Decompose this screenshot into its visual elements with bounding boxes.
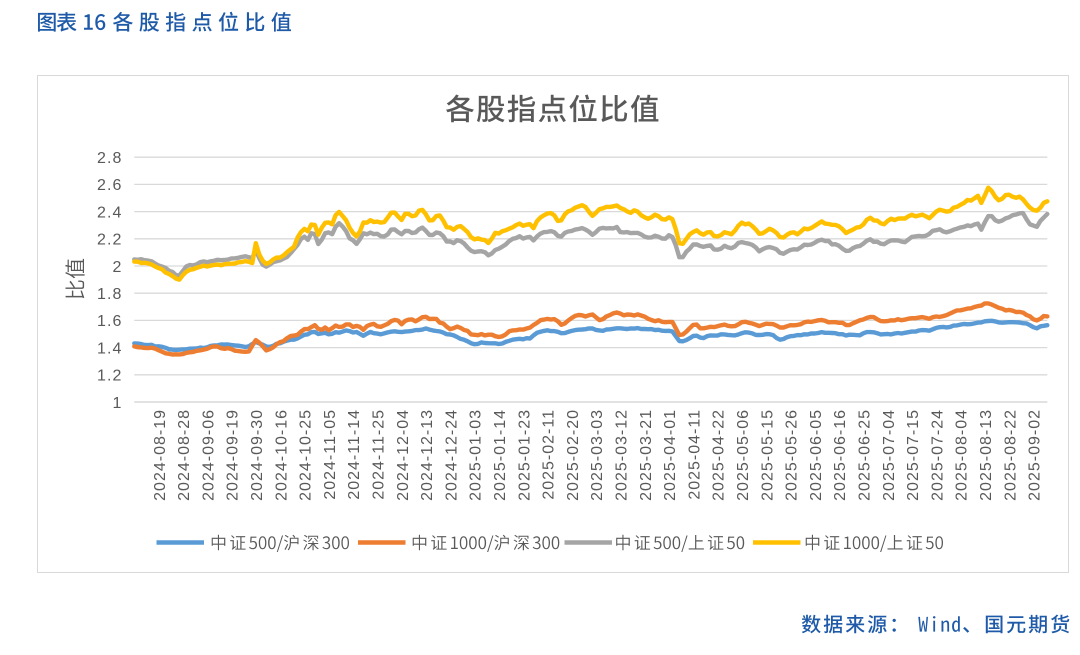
- svg-text:2025-07-04: 2025-07-04: [881, 409, 898, 501]
- svg-text:2024-09-19: 2024-09-19: [225, 409, 242, 501]
- svg-text:2: 2: [113, 259, 123, 276]
- svg-text:2025-05-26: 2025-05-26: [784, 409, 801, 501]
- svg-text:2025-08-13: 2025-08-13: [978, 409, 995, 501]
- svg-text:2025-08-04: 2025-08-04: [954, 409, 971, 501]
- svg-text:2025-04-22: 2025-04-22: [711, 409, 728, 501]
- svg-text:2025-03-03: 2025-03-03: [589, 409, 606, 501]
- svg-text:2024-12-24: 2024-12-24: [443, 409, 460, 501]
- svg-text:2024-09-30: 2024-09-30: [249, 409, 266, 501]
- svg-text:2024-11-25: 2024-11-25: [371, 409, 388, 500]
- svg-text:2025-01-14: 2025-01-14: [492, 409, 509, 501]
- svg-text:1.8: 1.8: [97, 286, 123, 303]
- svg-text:2025-01-03: 2025-01-03: [468, 409, 485, 501]
- svg-text:2.2: 2.2: [97, 232, 123, 249]
- svg-text:1: 1: [113, 395, 123, 412]
- svg-text:2.8: 2.8: [97, 150, 123, 167]
- svg-text:2024-11-05: 2024-11-05: [322, 409, 339, 500]
- svg-text:2025-04-01: 2025-04-01: [662, 409, 679, 501]
- svg-text:2.6: 2.6: [97, 177, 123, 194]
- svg-text:2025-06-05: 2025-06-05: [808, 409, 825, 501]
- svg-text:2025-03-12: 2025-03-12: [614, 409, 631, 501]
- svg-text:2.4: 2.4: [97, 204, 123, 221]
- svg-text:2025-09-02: 2025-09-02: [1027, 409, 1044, 501]
- svg-text:2025-04-11: 2025-04-11: [686, 409, 703, 500]
- svg-text:2025-07-15: 2025-07-15: [905, 409, 922, 501]
- svg-text:2025-05-06: 2025-05-06: [735, 409, 752, 501]
- svg-text:2024-09-06: 2024-09-06: [200, 409, 217, 501]
- svg-text:2024-11-14: 2024-11-14: [346, 409, 363, 500]
- svg-text:2024-10-16: 2024-10-16: [273, 409, 290, 501]
- svg-text:2024-12-13: 2024-12-13: [419, 409, 436, 501]
- svg-text:2025-02-11: 2025-02-11: [541, 409, 558, 500]
- svg-text:2024-08-19: 2024-08-19: [152, 409, 169, 501]
- svg-text:2024-08-28: 2024-08-28: [176, 409, 193, 501]
- svg-text:2025-02-20: 2025-02-20: [565, 409, 582, 501]
- svg-text:2024-12-04: 2024-12-04: [395, 409, 412, 501]
- svg-text:2024-10-25: 2024-10-25: [298, 409, 315, 501]
- svg-text:2025-06-25: 2025-06-25: [857, 409, 874, 501]
- svg-text:1.4: 1.4: [97, 340, 123, 357]
- svg-text:2025-05-15: 2025-05-15: [759, 409, 776, 501]
- svg-text:2025-08-22: 2025-08-22: [1002, 409, 1019, 501]
- svg-text:2025-03-21: 2025-03-21: [638, 409, 655, 501]
- svg-text:1.6: 1.6: [97, 313, 123, 330]
- svg-text:2025-07-24: 2025-07-24: [929, 409, 946, 501]
- svg-text:2025-01-23: 2025-01-23: [516, 409, 533, 501]
- svg-text:1.2: 1.2: [97, 368, 123, 385]
- svg-text:2025-06-16: 2025-06-16: [832, 409, 849, 501]
